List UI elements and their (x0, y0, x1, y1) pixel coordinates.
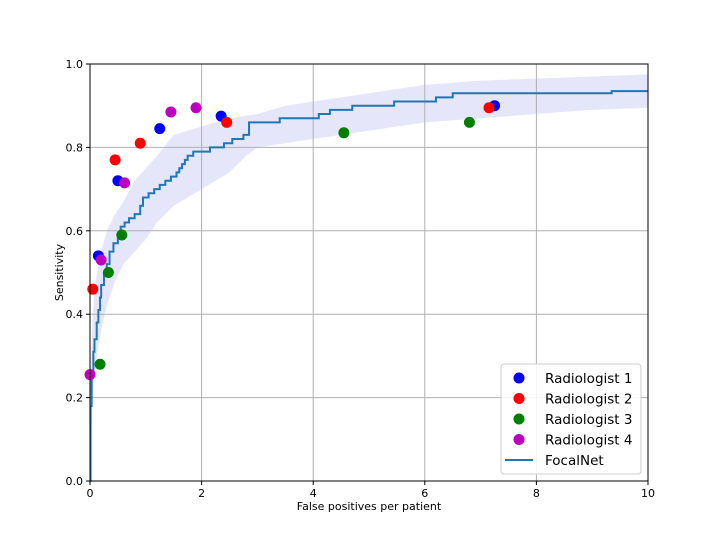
radiologist-4-point (95, 254, 107, 266)
radiologist-3-point (102, 267, 114, 278)
legend-box (500, 363, 642, 475)
radiologist-3-point (463, 116, 475, 128)
radiologist-4-point (190, 102, 202, 114)
x-tick-label: 6 (421, 487, 428, 500)
legend-marker-radiologist-1 (513, 372, 525, 384)
x-tick-label: 2 (198, 487, 205, 500)
y-tick-label: 0.6 (66, 225, 84, 238)
legend-label-radiologist-4: Radiologist 4 (545, 433, 632, 449)
y-axis-title: Sensitivity (53, 243, 66, 301)
x-tick-label: 0 (87, 487, 94, 500)
axes-layer: 0 2 4 6 8 10 0.0 0.2 0.4 0.6 0.8 1.0 (66, 58, 656, 500)
radiologist-2-point (221, 116, 233, 128)
grid-layer (89, 63, 649, 482)
radiologist-4-point (119, 177, 131, 189)
y-tick-label: 0.0 (66, 475, 84, 488)
radiologist-2-point (87, 283, 99, 295)
y-tick-label: 0.8 (66, 141, 84, 154)
legend-label-focalnet: FocalNet (545, 453, 604, 469)
plot-frame (89, 63, 649, 482)
x-tick-label: 8 (533, 487, 540, 500)
x-tick-label: 10 (641, 487, 655, 500)
radiologist-2-point (134, 137, 146, 149)
focalnet-curve (89, 90, 648, 482)
legend: Radiologist 1 Radiologist 2 Radiologist 3 R… (500, 363, 642, 475)
series-layer (84, 90, 648, 482)
legend-label-radiologist-1: Radiologist 1 (545, 371, 632, 387)
y-tick-label: 1.0 (66, 58, 84, 71)
legend-marker-radiologist-2 (513, 393, 525, 404)
legend-label-radiologist-2: Radiologist 2 (545, 392, 632, 408)
x-axis-title: False positives per patient (297, 500, 442, 513)
radiologist-4-point (165, 106, 177, 118)
radiologist-3-point (338, 127, 350, 139)
radiologist-2-point (483, 102, 495, 114)
radiologist-2-point (109, 154, 121, 166)
legend-marker-radiologist-4 (513, 434, 525, 445)
radiologist-1-point (154, 123, 166, 135)
y-tick-label: 0.4 (66, 308, 84, 321)
radiologist-3-point (94, 358, 106, 370)
legend-label-radiologist-3: Radiologist 3 (545, 412, 632, 428)
y-tick-label: 0.2 (66, 392, 84, 405)
radiologist-3-point (116, 229, 128, 241)
legend-marker-radiologist-3 (513, 413, 525, 425)
x-tick-label: 4 (310, 487, 317, 500)
